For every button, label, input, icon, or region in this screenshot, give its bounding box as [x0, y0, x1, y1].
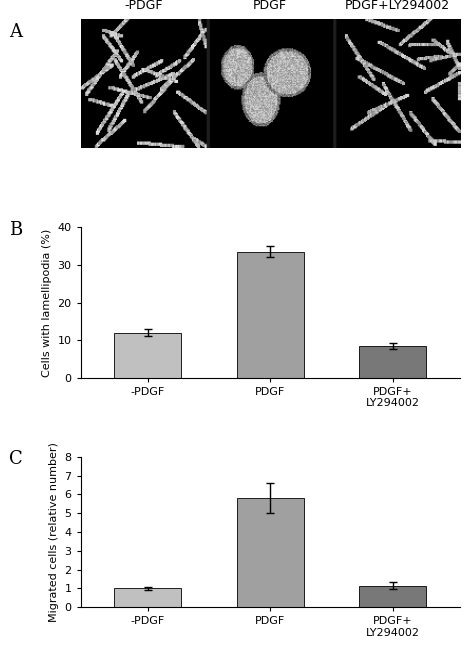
Text: -PDGF: -PDGF: [124, 0, 163, 12]
Text: A: A: [9, 23, 22, 41]
Text: B: B: [9, 221, 23, 239]
Bar: [237, 498, 304, 607]
Text: PDGF+LY294002: PDGF+LY294002: [345, 0, 450, 12]
Bar: [114, 589, 182, 607]
Text: C: C: [9, 450, 23, 468]
Text: PDGF: PDGF: [253, 0, 287, 12]
Bar: [114, 333, 182, 378]
Y-axis label: Migrated cells (relative number): Migrated cells (relative number): [49, 442, 59, 622]
Y-axis label: Cells with lamellipodia (%): Cells with lamellipodia (%): [42, 229, 52, 377]
Bar: [359, 346, 426, 378]
Bar: [237, 252, 304, 378]
Bar: [359, 585, 426, 607]
